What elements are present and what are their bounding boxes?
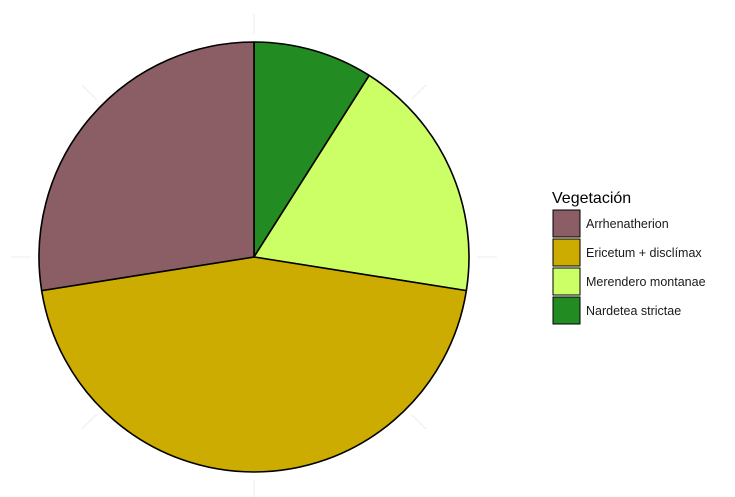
legend-label: Ericetum + disclímax — [586, 246, 702, 260]
legend-item-merendero-montanae: Merendero montanae — [552, 267, 706, 296]
grid-line — [81, 414, 97, 430]
legend-swatch — [552, 238, 581, 267]
legend-item-nardetea-strictae: Nardetea strictae — [552, 296, 681, 325]
legend: Vegetación Arrhenatherion Ericetum + disc… — [552, 190, 706, 325]
pie-slice-nardetea-strictae — [253, 41, 371, 258]
legend-title: Vegetación — [552, 190, 631, 207]
legend-item-ericetum-discl-max: Ericetum + disclímax — [552, 238, 702, 267]
pie-slice-merendero-montanae — [253, 74, 470, 292]
legend-label: Merendero montanae — [586, 275, 706, 289]
grid-line — [411, 84, 427, 100]
grid-line — [81, 84, 97, 100]
grid-line — [411, 414, 427, 430]
legend-swatch — [552, 267, 581, 296]
pie-slice-ericetum-discl-max — [40, 256, 468, 473]
pie-slice-arrhenatherion — [38, 41, 255, 292]
pie-slices — [38, 41, 470, 473]
legend-label: Nardetea strictae — [586, 304, 681, 318]
legend-swatch — [552, 209, 581, 238]
legend-label: Arrhenatherion — [586, 217, 669, 231]
legend-swatch — [552, 296, 581, 325]
polar-grid — [11, 14, 497, 497]
legend-items: Arrhenatherion Ericetum + disclímax Merend… — [552, 209, 706, 325]
legend-item-arrhenatherion: Arrhenatherion — [552, 209, 669, 238]
